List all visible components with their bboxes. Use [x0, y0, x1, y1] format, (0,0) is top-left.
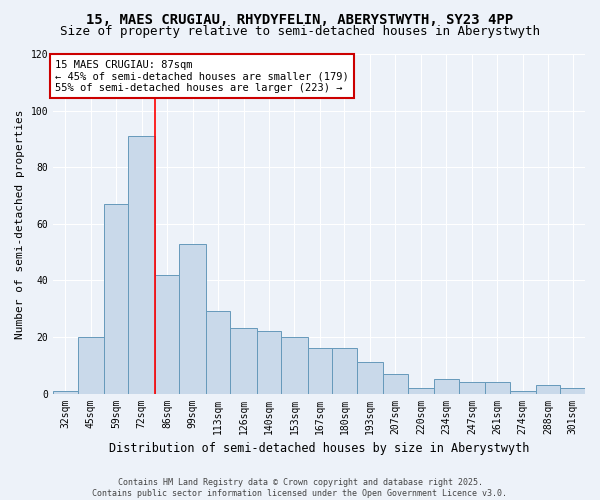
Bar	[104, 204, 128, 394]
Y-axis label: Number of semi-detached properties: Number of semi-detached properties	[15, 109, 25, 338]
Bar	[206, 312, 230, 394]
Bar	[281, 337, 308, 394]
Text: Size of property relative to semi-detached houses in Aberystwyth: Size of property relative to semi-detach…	[60, 25, 540, 38]
Bar	[155, 274, 179, 394]
Bar	[179, 244, 206, 394]
Text: 15, MAES CRUGIAU, RHYDYFELIN, ABERYSTWYTH, SY23 4PP: 15, MAES CRUGIAU, RHYDYFELIN, ABERYSTWYT…	[86, 12, 514, 26]
Bar	[357, 362, 383, 394]
Text: Contains HM Land Registry data © Crown copyright and database right 2025.
Contai: Contains HM Land Registry data © Crown c…	[92, 478, 508, 498]
Bar	[128, 136, 155, 394]
Bar	[509, 390, 536, 394]
Bar	[383, 374, 407, 394]
Bar	[536, 385, 560, 394]
Bar	[485, 382, 509, 394]
Bar	[53, 390, 77, 394]
X-axis label: Distribution of semi-detached houses by size in Aberystwyth: Distribution of semi-detached houses by …	[109, 442, 529, 455]
Bar	[332, 348, 357, 394]
Bar	[257, 332, 281, 394]
Bar	[560, 388, 585, 394]
Bar	[407, 388, 434, 394]
Bar	[77, 337, 104, 394]
Bar	[230, 328, 257, 394]
Text: 15 MAES CRUGIAU: 87sqm
← 45% of semi-detached houses are smaller (179)
55% of se: 15 MAES CRUGIAU: 87sqm ← 45% of semi-det…	[55, 60, 349, 93]
Bar	[434, 380, 458, 394]
Bar	[308, 348, 332, 394]
Bar	[458, 382, 485, 394]
